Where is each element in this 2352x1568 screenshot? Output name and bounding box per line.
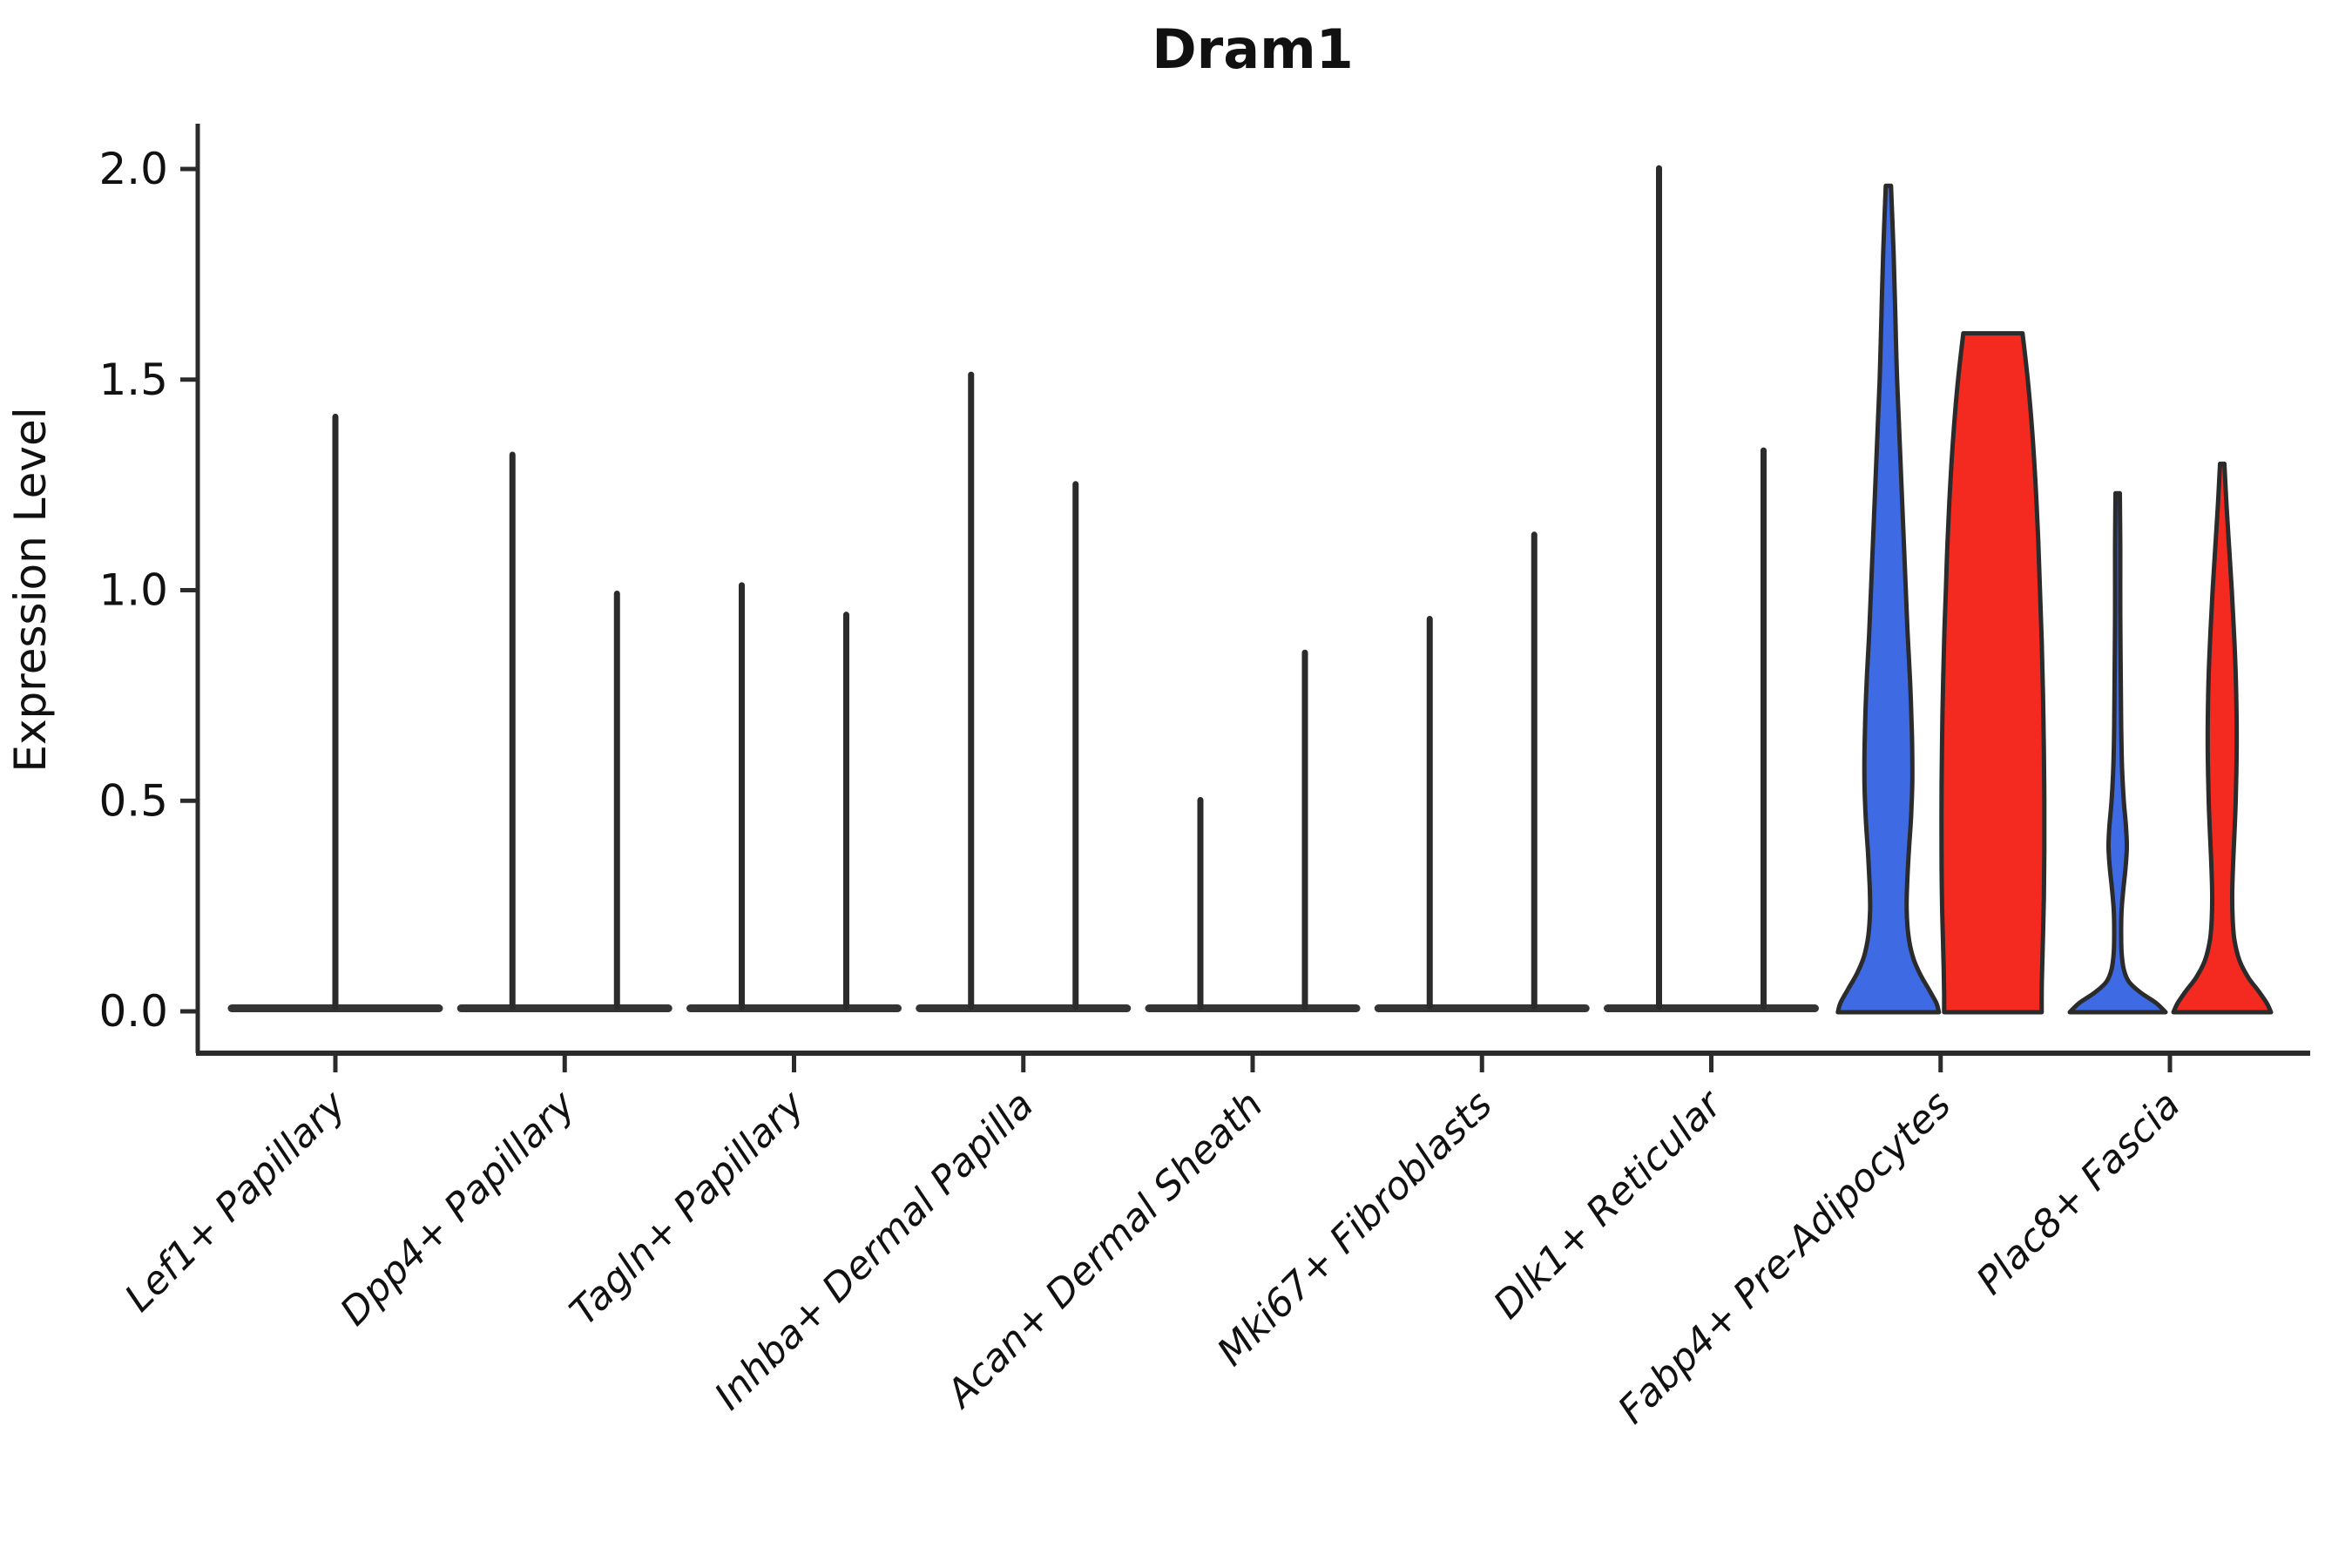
y-tick-label: 1.5 xyxy=(98,355,168,405)
x-tick-label: Plac8+ Fascia xyxy=(1968,1083,2188,1303)
x-tick-label: Lef1+ Papillary xyxy=(117,1082,355,1321)
y-tick-label: 0.5 xyxy=(98,775,168,826)
violin-blue-plac8-fascia xyxy=(2067,490,2168,1015)
violin-blue-fabp4-pre-adipocytes xyxy=(1835,183,1942,1015)
y-tick-label: 2.0 xyxy=(98,144,168,194)
y-tick-label: 1.0 xyxy=(98,565,168,616)
x-tick-label: Tagln+ Papillary xyxy=(562,1082,814,1334)
violin-red-fabp4-pre-adipocytes xyxy=(1939,331,2047,1015)
x-tick-label: Dpp4+ Papillary xyxy=(332,1082,585,1335)
y-axis-label: Expression Level xyxy=(5,407,56,772)
violin-red-plac8-fascia xyxy=(2171,461,2274,1015)
chart-title: Dram1 xyxy=(1152,17,1354,81)
violin-layer xyxy=(227,165,2274,1015)
x-tick-label: Dlk1+ Reticular xyxy=(1485,1081,1732,1328)
y-tick-label: 0.0 xyxy=(98,986,168,1037)
